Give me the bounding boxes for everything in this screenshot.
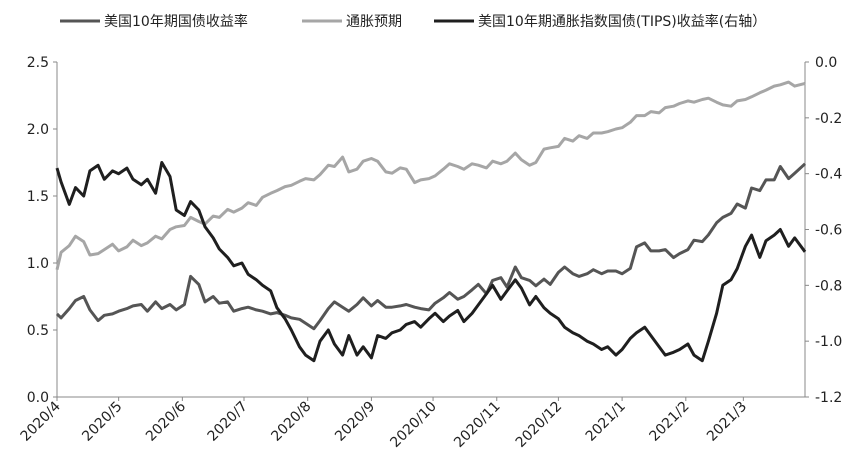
y-right-tick-label: -0.4 — [815, 167, 842, 183]
series-line-tips-yield — [55, 161, 807, 363]
x-tick-label: 2020/8 — [268, 399, 314, 445]
y-left-tick-label: 0.5 — [27, 323, 49, 339]
x-tick-label: 2021/3 — [704, 399, 750, 445]
y-right-tick-label: -0.2 — [815, 111, 842, 127]
x-tick-label: 2020/11 — [451, 399, 503, 451]
y-left-tick-label: 2.5 — [27, 55, 49, 71]
y-right-tick-label: -0.6 — [815, 223, 842, 239]
x-tick-label: 2020/10 — [387, 399, 439, 451]
y-left-tick-label: 2.0 — [27, 122, 49, 138]
y-left-tick-label: 0.0 — [27, 390, 49, 406]
y-left-tick-label: 1.5 — [27, 189, 49, 205]
x-axis-ticks: 2020/4 2020/5 2020/6 2020/7 2020/8 2020/9 2020… — [18, 397, 750, 451]
x-tick-label: 2021/1 — [583, 399, 629, 445]
x-tick-label: 2021/2 — [646, 399, 692, 445]
series-line-inflation-expectation — [55, 80, 806, 271]
y-axis-right-ticks: 0.0 -0.2 -0.4 -0.6 -0.8 -1.0 -1.2 — [805, 55, 842, 406]
x-tick-label: 2020/9 — [332, 399, 378, 445]
y-right-tick-label: -1.2 — [815, 390, 842, 406]
legend-label-breakeven: 通胀预期 — [346, 14, 402, 30]
y-right-tick-label: 0.0 — [815, 55, 837, 71]
y-right-tick-label: -1.0 — [815, 334, 842, 350]
series-line-nominal-yield — [55, 162, 807, 331]
x-tick-label: 2020/5 — [79, 399, 125, 445]
y-right-tick-label: -0.8 — [815, 278, 842, 294]
y-axis-left-ticks: 0.0 0.5 1.0 1.5 2.0 2.5 — [27, 55, 57, 406]
legend: 美国10年期国债收益率 通胀预期 美国10年期通胀指数国债(TIPS)收益率(右… — [60, 13, 766, 30]
series-layer — [55, 80, 807, 363]
x-tick-label: 2020/12 — [513, 399, 565, 451]
x-tick-label: 2020/6 — [143, 398, 189, 444]
x-tick-label: 2020/7 — [205, 399, 251, 445]
legend-label-nominal: 美国10年期国债收益率 — [104, 13, 248, 30]
legend-label-tips: 美国10年期通胀指数国债(TIPS)收益率(右轴） — [478, 13, 766, 30]
y-left-tick-label: 1.0 — [27, 256, 49, 272]
